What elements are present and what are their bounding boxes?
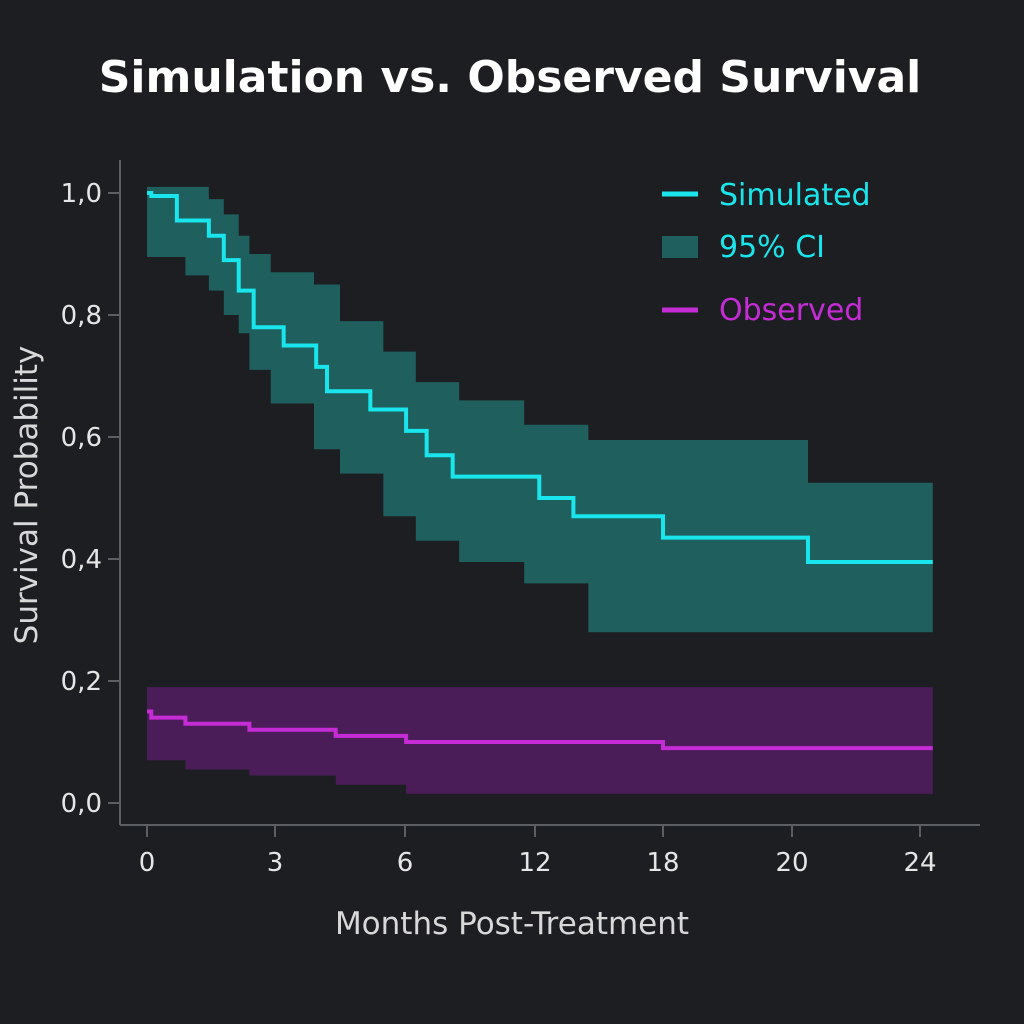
x-tick-label: 6 [397, 848, 414, 878]
x-tick-label: 20 [775, 848, 808, 878]
legend-swatch-ci [662, 236, 698, 258]
legend-label-ci: 95% CI [719, 230, 825, 265]
simulated-line [147, 191, 933, 565]
x-tick-label: 0 [139, 848, 156, 878]
chart-title: Simulation vs. Observed Survival [99, 52, 922, 103]
x-tick-label: 3 [267, 848, 284, 878]
simulated-ci-band [147, 186, 933, 633]
observed-line [147, 709, 933, 751]
y-tick-label: 0,2 [61, 667, 102, 697]
y-tick-label: 0,4 [61, 545, 102, 575]
y-tick-label: 0,8 [61, 301, 102, 331]
legend-label-observed: Observed [719, 293, 863, 328]
y-ticks: 0,0 0,2 0,4 0,6 0,8 1,0 [61, 179, 120, 819]
x-ticks: 0 3 6 12 18 20 24 [139, 825, 937, 878]
y-tick-label: 1,0 [61, 179, 102, 209]
x-axis-label: Months Post-Treatment [335, 906, 689, 942]
series-lines [147, 191, 933, 751]
y-tick-label: 0,0 [61, 789, 102, 819]
y-axis-label: Survival Probability [9, 346, 45, 645]
legend: Simulated 95% CI Observed [662, 178, 871, 328]
x-tick-label: 12 [518, 848, 551, 878]
axes [119, 160, 980, 826]
x-tick-label: 18 [646, 848, 679, 878]
x-tick-label: 24 [903, 848, 936, 878]
y-tick-label: 0,6 [61, 423, 102, 453]
legend-label-simulated: Simulated [719, 178, 871, 213]
